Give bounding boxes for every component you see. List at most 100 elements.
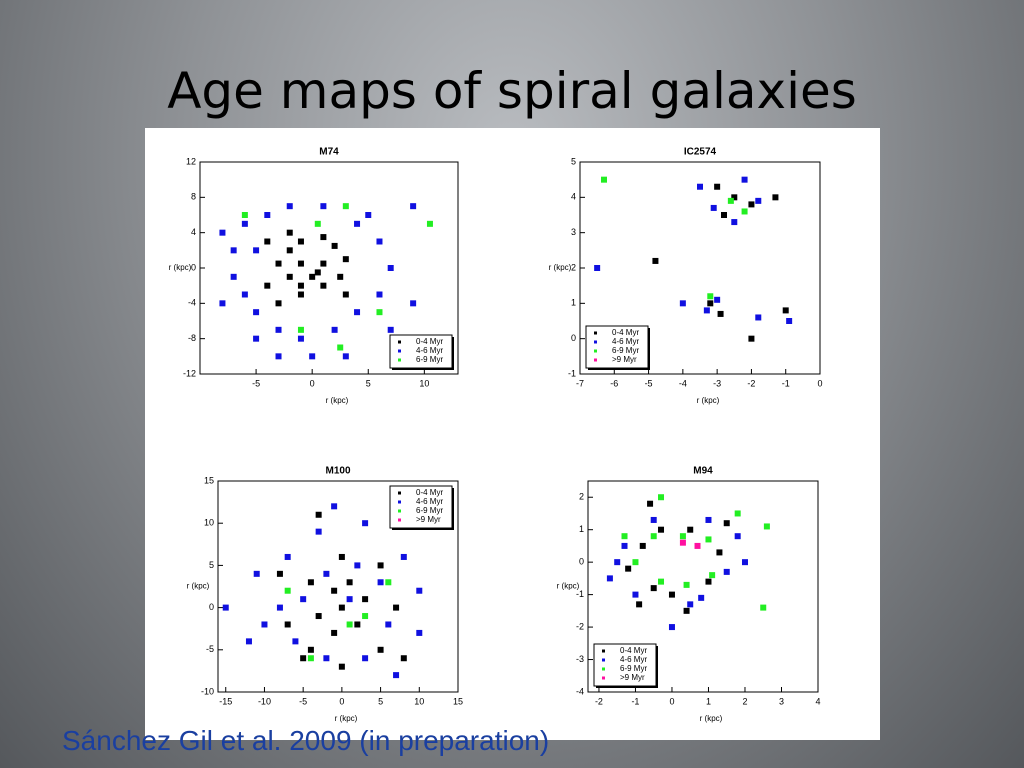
data-point	[346, 579, 353, 586]
chart-title: M94	[693, 466, 713, 477]
data-point	[331, 326, 338, 333]
data-point	[245, 638, 252, 645]
data-point	[377, 646, 384, 653]
legend-marker	[398, 349, 401, 353]
data-point	[647, 500, 654, 507]
data-point	[354, 220, 361, 227]
data-point	[731, 219, 738, 226]
data-point	[230, 273, 237, 280]
data-point	[284, 553, 291, 560]
x-tick-label: 0	[310, 378, 315, 388]
data-point	[714, 183, 721, 190]
legend-label: 4-6 Myr	[612, 337, 639, 346]
data-point	[621, 542, 628, 549]
legend-marker	[398, 358, 401, 362]
y-tick-label: 2	[579, 492, 584, 502]
data-point	[362, 596, 369, 603]
data-point	[748, 335, 755, 342]
legend-label: 6-9 Myr	[612, 346, 639, 355]
legend-marker	[602, 667, 605, 671]
data-point	[705, 578, 712, 585]
data-point	[772, 194, 779, 201]
data-point	[741, 559, 748, 566]
x-tick-label: 0	[339, 696, 344, 706]
y-tick-label: 0	[571, 333, 576, 343]
y-tick-label: 1	[579, 524, 584, 534]
data-point	[376, 238, 383, 245]
data-point	[253, 309, 260, 316]
y-axis-label: r (kpc)	[187, 582, 210, 591]
plot-frame	[587, 480, 819, 693]
data-point	[698, 594, 705, 601]
x-tick-label: 1	[706, 696, 711, 706]
y-tick-label: -10	[201, 686, 214, 696]
data-point	[387, 265, 394, 271]
y-tick-label: 5	[571, 156, 576, 166]
data-point	[307, 579, 314, 586]
data-point	[697, 183, 703, 190]
data-point	[342, 256, 349, 263]
legend-label: >9 Myr	[612, 355, 637, 364]
data-point	[614, 559, 621, 566]
data-point	[264, 212, 271, 218]
data-point	[636, 601, 643, 608]
y-tick-label: 15	[204, 475, 214, 485]
data-point	[639, 542, 646, 549]
y-tick-label: 10	[204, 518, 214, 528]
data-point	[606, 575, 613, 582]
y-tick-label: 1	[571, 298, 576, 308]
x-tick-label: -5	[299, 696, 307, 706]
data-point	[286, 229, 293, 236]
y-tick-label: 0	[579, 557, 584, 567]
data-point	[705, 516, 712, 523]
data-point	[276, 570, 283, 577]
legend-marker	[594, 349, 597, 353]
y-tick-label: -3	[576, 654, 584, 664]
data-point	[323, 655, 330, 662]
legend-label: 4-6 Myr	[416, 497, 443, 506]
data-point	[594, 265, 601, 271]
y-tick-label: 2	[571, 262, 576, 272]
legend-label: 0-4 Myr	[416, 488, 443, 497]
data-point	[342, 203, 349, 210]
data-point	[393, 672, 400, 679]
legend-marker	[398, 518, 401, 522]
data-point	[362, 520, 369, 527]
data-point	[679, 539, 686, 546]
data-point	[650, 533, 657, 540]
data-point	[376, 309, 383, 316]
data-point	[275, 300, 282, 307]
data-point	[230, 247, 237, 254]
legend-label: 6-9 Myr	[416, 506, 443, 515]
data-point	[264, 282, 271, 289]
data-point	[284, 621, 291, 628]
data-point	[376, 291, 383, 298]
legend-marker	[398, 500, 401, 504]
data-point	[755, 314, 762, 321]
x-tick-label: -5	[252, 378, 260, 388]
data-point	[320, 234, 327, 241]
data-point	[300, 596, 307, 603]
y-axis-label: r (kpc)	[557, 582, 580, 591]
data-point	[300, 655, 307, 662]
data-point	[241, 212, 248, 218]
data-point	[621, 533, 628, 540]
data-point	[241, 220, 248, 227]
chart-title: IC2574	[684, 147, 717, 158]
data-point	[658, 526, 665, 533]
data-point	[286, 203, 293, 210]
y-tick-label: 4	[191, 227, 196, 237]
data-point	[354, 309, 361, 316]
data-point	[354, 562, 361, 569]
data-point	[393, 604, 400, 611]
data-point	[705, 536, 712, 543]
y-tick-label: 5	[209, 560, 214, 570]
figure-panel	[145, 128, 880, 740]
data-point	[342, 353, 349, 360]
x-tick-label: 3	[779, 696, 784, 706]
data-point	[297, 291, 304, 298]
data-point	[400, 655, 407, 662]
x-axis-label: r (kpc)	[697, 396, 720, 405]
data-point	[286, 247, 293, 254]
y-axis-label: r (kpc)	[549, 263, 572, 272]
